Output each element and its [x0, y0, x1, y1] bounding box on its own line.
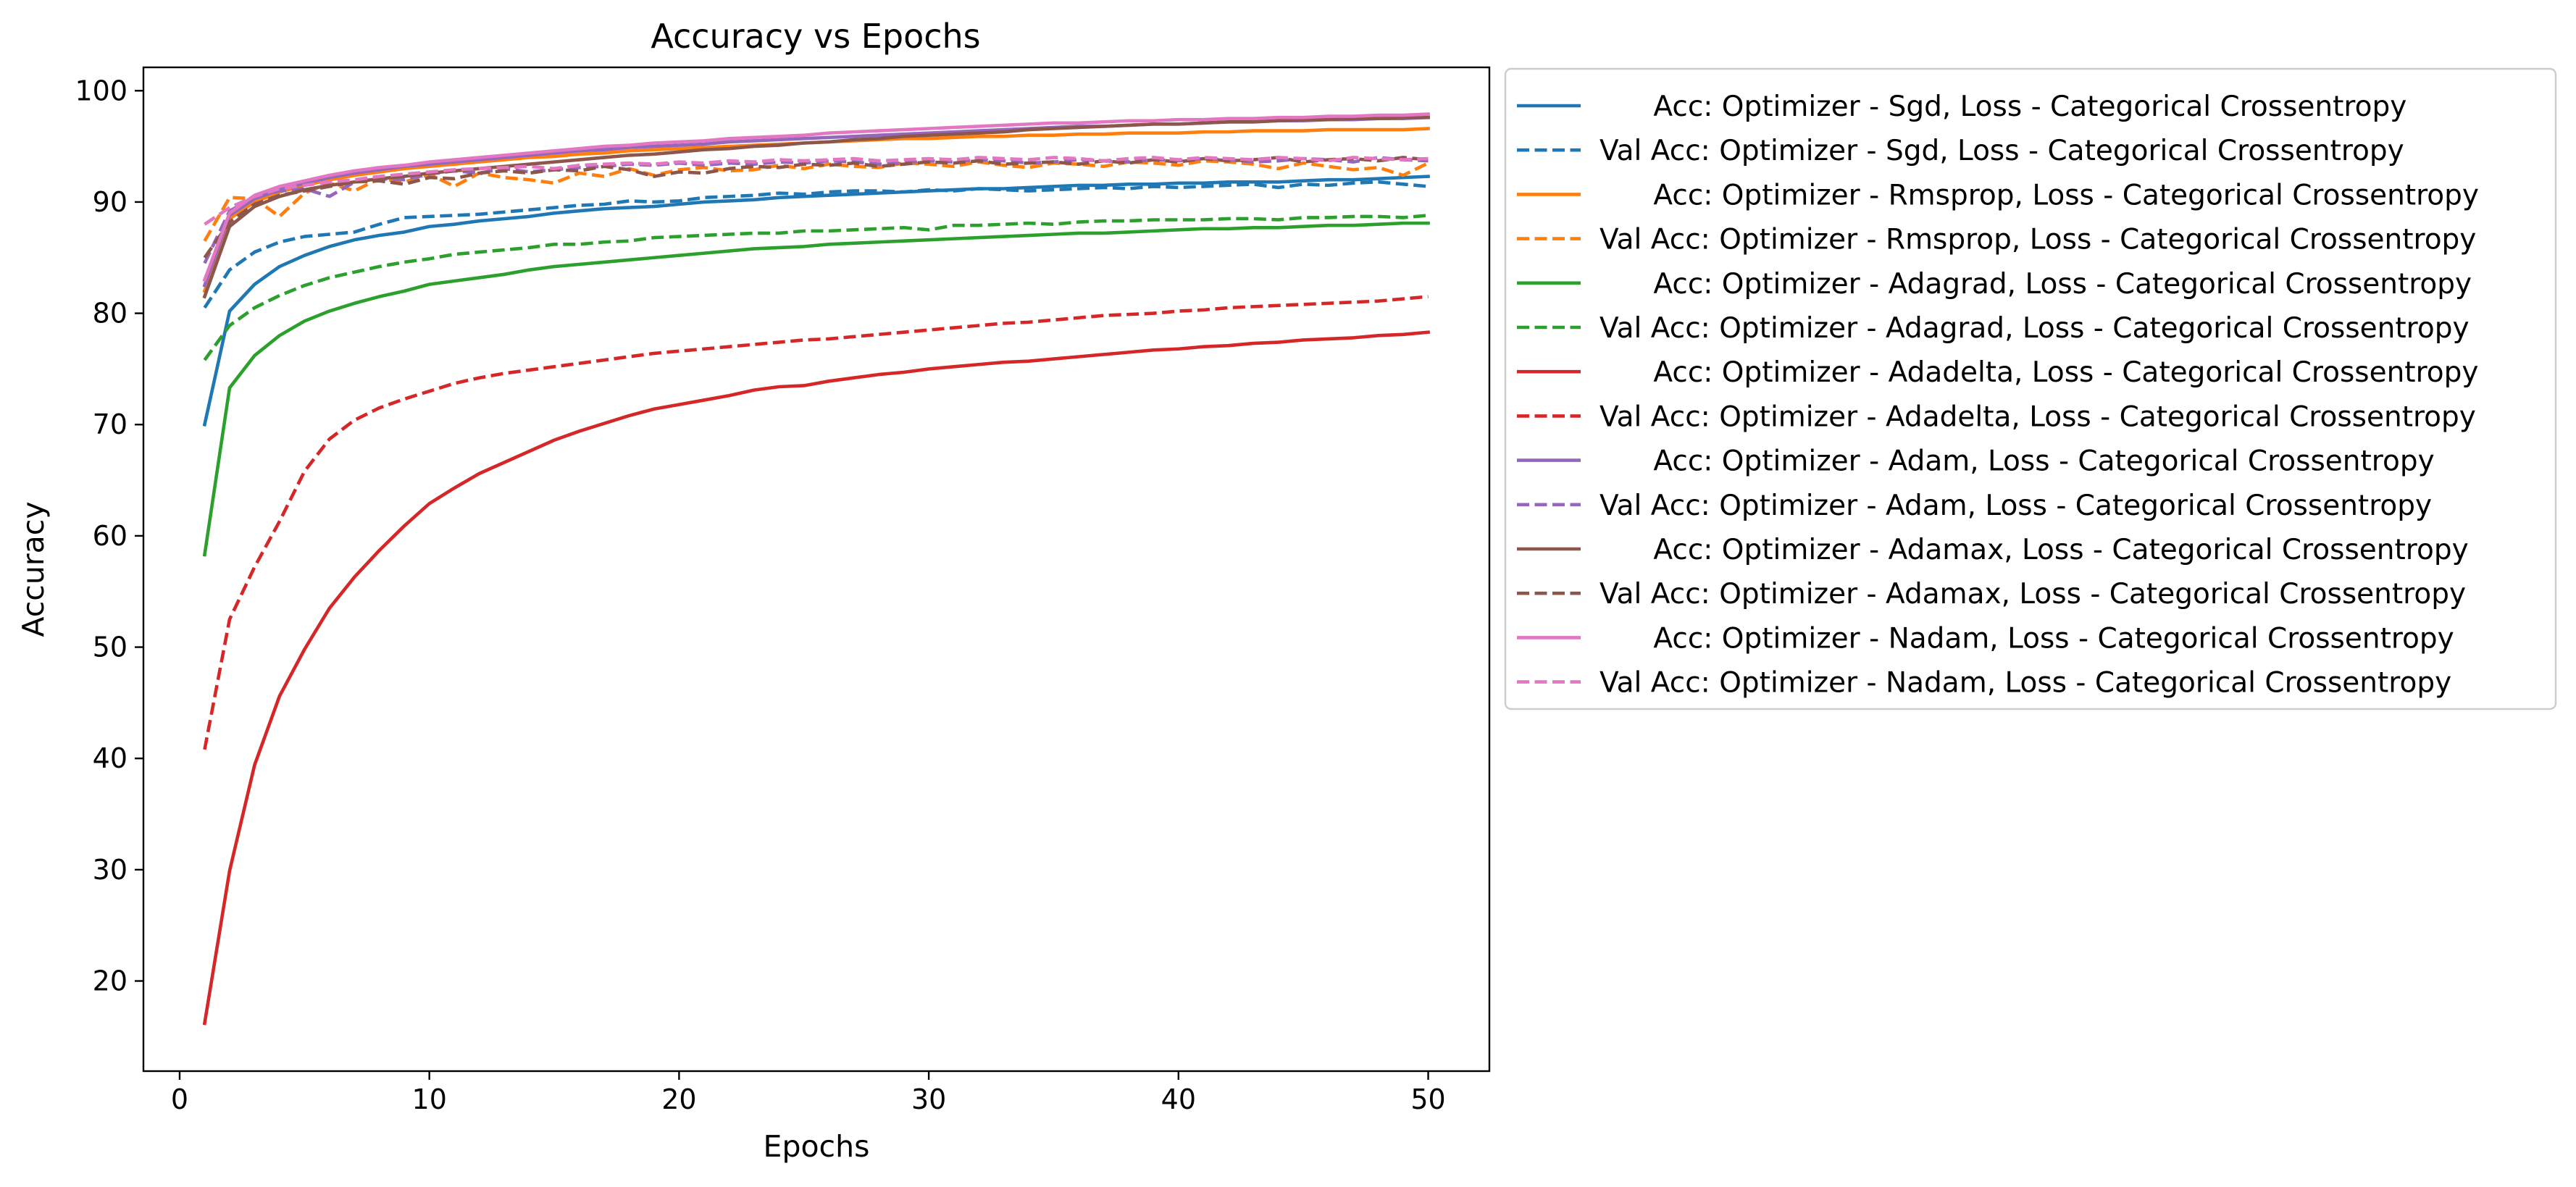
legend-item: Acc: Optimizer - Sgd, Loss - Categorical…: [1517, 91, 2406, 123]
legend-label: Val Acc: Optimizer - Adadelta, Loss - Ca…: [1599, 400, 2476, 433]
y-tick-label: 30: [93, 854, 127, 886]
x-axis-label: Epochs: [764, 1129, 870, 1164]
legend-item: Acc: Optimizer - Rmsprop, Loss - Categor…: [1517, 179, 2479, 211]
legend-item: Acc: Optimizer - Adadelta, Loss - Catego…: [1517, 356, 2478, 389]
series-line-7: [202, 330, 1431, 1025]
legend-label: Val Acc: Optimizer - Adamax, Loss - Cate…: [1599, 578, 2466, 611]
y-tick-label: 50: [93, 632, 127, 663]
legend: Acc: Optimizer - Sgd, Loss - Categorical…: [1504, 67, 2557, 710]
x-tick-label: 40: [1161, 1083, 1196, 1115]
legend-item: Acc: Optimizer - Nadam, Loss - Categoric…: [1517, 622, 2454, 655]
legend-label: Acc: Optimizer - Rmsprop, Loss - Categor…: [1599, 179, 2479, 211]
x-tick-label: 10: [412, 1083, 447, 1115]
x-tick-label: 0: [171, 1083, 188, 1115]
series-line-12: [203, 156, 1429, 259]
legend-label: Val Acc: Optimizer - Nadam, Loss - Categ…: [1599, 667, 2451, 700]
legend-item: Val Acc: Optimizer - Adadelta, Loss - Ca…: [1517, 400, 2476, 433]
legend-item: Val Acc: Optimizer - Adam, Loss - Catego…: [1517, 490, 2432, 522]
series-line-6: [203, 214, 1429, 361]
y-axis: 20 30 40 50 60 70 80 90 100: [75, 75, 143, 997]
series-line-1: [202, 175, 1430, 427]
legend-item: Acc: Optimizer - Adamax, Loss - Categori…: [1517, 534, 2469, 566]
y-tick-label: 100: [75, 75, 127, 106]
x-tick-label: 50: [1410, 1083, 1445, 1115]
y-tick-label: 90: [93, 186, 127, 218]
series-line-2: [203, 180, 1429, 309]
chart-title: Accuracy vs Epochs: [651, 17, 980, 56]
series-line-8: [203, 295, 1429, 750]
legend-label: Acc: Optimizer - Adam, Loss - Categorica…: [1599, 445, 2435, 478]
series-line-11: [202, 115, 1430, 299]
y-tick-label: 70: [93, 408, 127, 440]
legend-item: Acc: Optimizer - Adam, Loss - Categorica…: [1517, 445, 2435, 478]
y-tick-label: 80: [93, 298, 127, 330]
legend-label: Acc: Optimizer - Adagrad, Loss - Categor…: [1599, 268, 2472, 301]
legend-item: Val Acc: Optimizer - Nadam, Loss - Categ…: [1517, 667, 2451, 700]
legend-item: Val Acc: Optimizer - Adamax, Loss - Cate…: [1517, 578, 2466, 611]
x-tick-label: 20: [661, 1083, 696, 1115]
series-line-14: [204, 156, 1429, 226]
x-axis: 0 10 20 30 40 50: [171, 1071, 1446, 1115]
y-tick-label: 60: [93, 520, 127, 552]
legend-label: Val Acc: Optimizer - Sgd, Loss - Categor…: [1599, 135, 2404, 167]
legend-label: Acc: Optimizer - Sgd, Loss - Categorical…: [1599, 91, 2406, 123]
series-line-13: [202, 112, 1430, 282]
legend-label: Acc: Optimizer - Nadam, Loss - Categoric…: [1599, 622, 2454, 655]
legend-item: Val Acc: Optimizer - Sgd, Loss - Categor…: [1517, 135, 2404, 167]
y-tick-label: 40: [93, 742, 127, 774]
legend-label: Acc: Optimizer - Adadelta, Loss - Catego…: [1599, 356, 2478, 389]
legend-item: Val Acc: Optimizer - Adagrad, Loss - Cat…: [1517, 312, 2470, 345]
legend-label: Val Acc: Optimizer - Rmsprop, Loss - Cat…: [1599, 224, 2476, 256]
legend-item: Val Acc: Optimizer - Rmsprop, Loss - Cat…: [1517, 224, 2476, 256]
series-layer: [202, 112, 1431, 1025]
legend-label: Val Acc: Optimizer - Adagrad, Loss - Cat…: [1599, 312, 2470, 345]
series-line-5: [202, 221, 1430, 557]
legend-label: Acc: Optimizer - Adamax, Loss - Categori…: [1599, 534, 2469, 566]
y-tick-label: 20: [93, 965, 127, 997]
legend-item: Acc: Optimizer - Adagrad, Loss - Categor…: [1517, 268, 2472, 301]
plot-area-frame: [142, 66, 1491, 1073]
legend-label: Val Acc: Optimizer - Adam, Loss - Catego…: [1599, 490, 2432, 522]
x-tick-label: 30: [911, 1083, 946, 1115]
legend-frame: [1504, 67, 2557, 710]
y-axis-label: Accuracy: [16, 501, 51, 637]
